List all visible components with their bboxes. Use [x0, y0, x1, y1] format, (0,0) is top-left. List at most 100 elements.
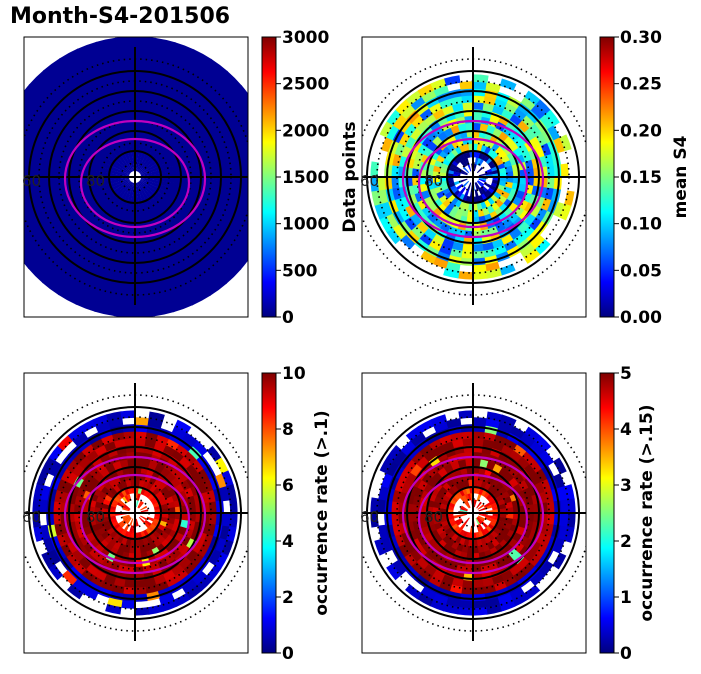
data-cell: [524, 90, 541, 106]
data-cell: [506, 177, 514, 184]
data-cell: [521, 451, 536, 465]
data-cell: [156, 558, 169, 570]
data-cell: [48, 563, 64, 581]
data-cell: [455, 519, 464, 527]
data-cell: [137, 191, 143, 203]
data-cell: [152, 47, 174, 62]
data-cell: [513, 107, 528, 122]
data-cell: [420, 250, 437, 265]
data-cell: [181, 579, 198, 595]
data-cell: [498, 516, 507, 523]
data-cell: [409, 127, 423, 141]
data-cell: [459, 509, 468, 513]
data-cell: [523, 549, 537, 563]
data-cell: [4, 157, 16, 177]
data-cell: [63, 278, 85, 297]
data-cell: [109, 169, 121, 175]
data-cell: [134, 249, 147, 261]
data-cell: [429, 599, 447, 612]
data-cell: [145, 157, 155, 167]
data-cell: [473, 81, 488, 90]
data-cell: [391, 186, 402, 201]
data-cell: [518, 143, 530, 156]
data-cell: [381, 472, 394, 489]
data-cell: [503, 438, 519, 451]
data-cell: [418, 512, 427, 521]
data-cell: [148, 411, 165, 422]
data-cell: [208, 501, 218, 514]
data-cell: [403, 552, 417, 567]
data-cell: [128, 182, 134, 193]
data-cell: [526, 168, 535, 178]
data-cell: [48, 226, 66, 245]
data-cell: [111, 584, 125, 595]
data-cell: [205, 153, 218, 168]
data-cell: [498, 167, 507, 174]
colorbar-tick-label: 0.05: [620, 261, 662, 281]
data-cell: [535, 207, 548, 223]
data-cell: [546, 177, 556, 190]
data-cell: [105, 203, 117, 215]
data-cell: [48, 445, 64, 462]
data-cell: [90, 438, 105, 451]
data-cell: [68, 270, 89, 288]
data-cell: [503, 575, 518, 588]
data-cell: [480, 144, 488, 153]
data-cell: [138, 164, 148, 174]
data-cell: [101, 162, 113, 170]
data-cell: [100, 434, 115, 446]
data-cell: [0, 176, 6, 197]
data-cell: [462, 101, 474, 110]
data-cell: [117, 519, 126, 527]
data-cell: [485, 268, 502, 279]
data-cell: [478, 187, 484, 196]
data-cell: [433, 159, 443, 168]
data-cell: [122, 514, 130, 519]
data-cell: [219, 97, 238, 118]
data-cell: [191, 472, 204, 486]
colorbar-tick-label: 0: [282, 308, 294, 328]
data-cell: [410, 431, 427, 447]
data-cell: [24, 124, 26, 130]
data-cell: [117, 55, 137, 67]
data-cell: [120, 537, 128, 546]
data-cell: [524, 127, 537, 141]
data-cell: [471, 271, 488, 280]
data-cell: [71, 158, 84, 170]
data-cell: [195, 99, 213, 118]
data-cell: [464, 501, 470, 509]
data-cell: [400, 440, 416, 456]
data-cell: [105, 138, 117, 151]
data-cell: [530, 570, 546, 586]
data-cell: [459, 81, 474, 90]
data-cell: [122, 132, 131, 144]
colorbar-gradient: [261, 36, 277, 318]
data-cell: [427, 239, 443, 252]
data-cell: [380, 537, 393, 553]
data-cell: [225, 242, 246, 264]
data-cell: [137, 151, 143, 163]
plot-area: [24, 383, 248, 641]
colorbar-tick-label: 0.25: [620, 75, 662, 95]
data-cell: [385, 124, 400, 141]
data-cell: [476, 180, 484, 188]
data-cell: [54, 260, 75, 280]
data-cell: [503, 239, 518, 252]
data-cell: [552, 552, 567, 570]
data-cell: [420, 586, 437, 601]
data-cell: [90, 163, 102, 173]
data-cell: [133, 306, 156, 317]
data-cell: [136, 161, 142, 172]
data-cell: [233, 84, 248, 108]
colorbar-label: mean S4: [671, 135, 691, 218]
data-cell: [202, 478, 214, 493]
data-cell: [95, 522, 105, 530]
data-cell: [125, 230, 135, 242]
data-cell: [535, 468, 548, 483]
data-cell: [461, 243, 473, 253]
data-cell: [91, 157, 104, 168]
data-cell: [530, 234, 546, 250]
data-cell: [115, 157, 125, 167]
data-cell: [473, 74, 489, 83]
data-cell: [116, 45, 137, 58]
